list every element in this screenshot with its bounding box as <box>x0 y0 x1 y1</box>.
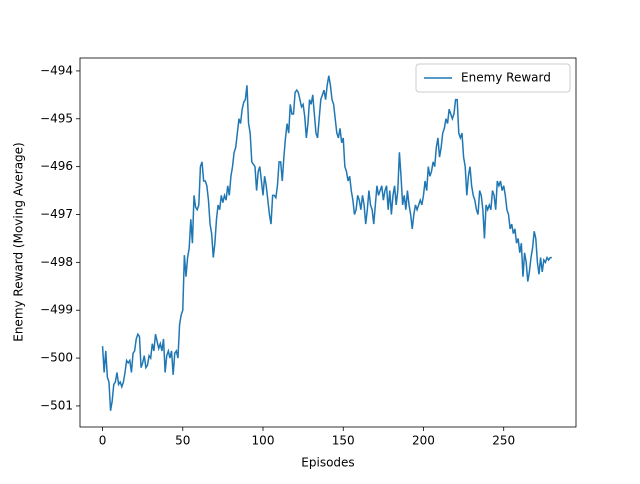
legend-label: Enemy Reward <box>461 71 551 85</box>
x-tick-label: 250 <box>492 434 515 448</box>
y-tick-label: −495 <box>40 111 73 125</box>
y-tick-label: −494 <box>40 63 73 77</box>
y-tick-label: −498 <box>40 255 73 269</box>
x-tick-label: 150 <box>332 434 355 448</box>
y-tick-label: −497 <box>40 207 73 221</box>
x-axis-label: Episodes <box>301 456 354 470</box>
x-tick-label: 200 <box>412 434 435 448</box>
legend-box <box>415 63 571 93</box>
y-tick-label: −500 <box>40 351 73 365</box>
plot-frame <box>79 57 577 428</box>
y-axis-label: Enemy Reward (Moving Average) <box>12 142 26 342</box>
x-tick-label: 0 <box>99 434 107 448</box>
y-tick-label: −496 <box>40 159 73 173</box>
y-tick-label: −501 <box>40 398 73 412</box>
data-line <box>101 75 552 411</box>
x-tick-label: 100 <box>252 434 275 448</box>
y-tick-label: −499 <box>40 303 73 317</box>
x-tick-label: 50 <box>175 434 190 448</box>
